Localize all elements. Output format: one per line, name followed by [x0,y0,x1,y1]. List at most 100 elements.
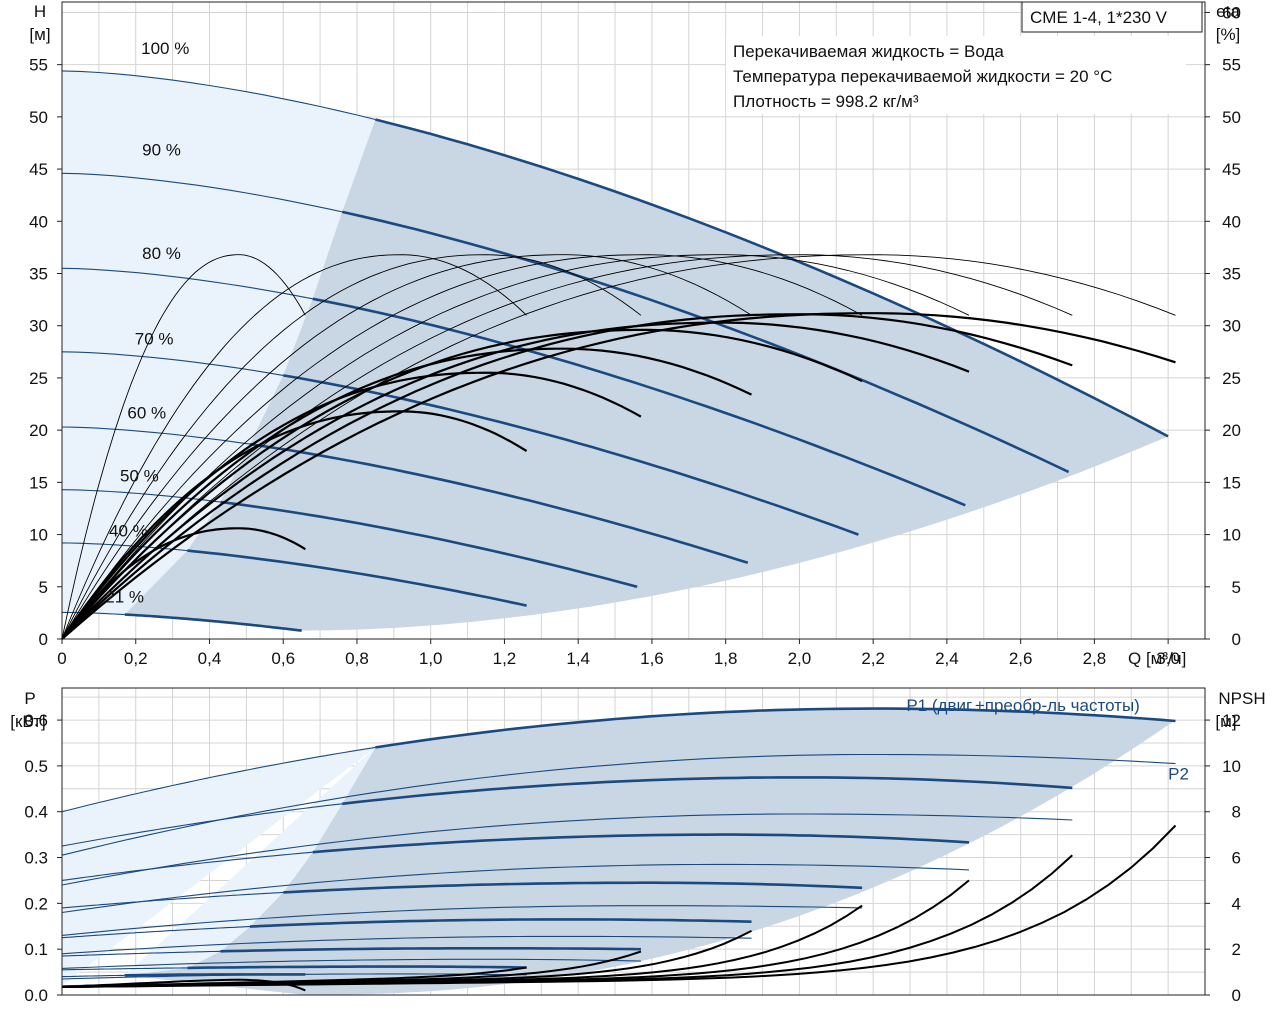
p1-curve-2 [312,833,970,854]
p-tick-label: 0.2 [24,894,48,913]
operating-range-area [124,119,1169,631]
speed-label-1: 90 % [142,141,181,160]
x-tick-label: 1,6 [640,649,664,668]
p2-curve-1 [61,813,1073,886]
npsh-axis-label: NPSH [1218,689,1265,708]
x-tick-label: 2,6 [1009,649,1033,668]
speed-label-3: 70 % [135,330,174,349]
speed-label-6: 40 % [109,522,148,541]
eta-axis-label: eta [1216,2,1240,21]
speed-curve-2 [312,297,966,507]
eta-curve-5 [61,321,970,640]
speed-curve-thin-0 [61,70,376,121]
eta-tick-label: 45 [1222,160,1241,179]
h-tick-label: 10 [29,526,48,545]
npsh-tick-label: 8 [1232,803,1241,822]
eta-curve-thin-3 [61,254,752,640]
p2-curve-4 [61,935,752,955]
x-tick-label: 1,2 [493,649,517,668]
title-text: CME 1-4, 1*230 V [1030,8,1168,27]
h-tick-label: 50 [29,108,48,127]
x-tick-label: 0 [57,649,66,668]
h-axis-unit: [м] [29,25,50,44]
eta-curve-thin-0 [61,254,306,640]
eta-curve-7 [61,312,1176,640]
p-tick-label: 0.1 [24,940,48,959]
speed-curve-0 [375,118,1169,438]
x-tick-label: 1,0 [419,649,443,668]
p-axis-label: P [24,689,35,708]
h-tick-label: 25 [29,369,48,388]
speed-curve-thin-2 [61,267,313,300]
h-tick-label: 55 [29,56,48,75]
p-tick-label: 0.3 [24,849,48,868]
eta-tick-label: 40 [1222,212,1241,231]
eta-curve-3 [61,347,752,640]
eta-tick-label: 10 [1222,526,1241,545]
eta-curve-thin-1 [61,254,527,640]
npsh-tick-label: 2 [1232,940,1241,959]
eta-curve-thin-6 [61,254,1073,640]
x-tick-label: 2,4 [935,649,959,668]
speed-label-2: 80 % [142,244,181,263]
speed-curve-thin-4 [61,426,251,445]
eta-curve-2 [61,371,642,640]
p1-curve-thin-7 [61,974,125,978]
p-tick-label: 0.5 [24,757,48,776]
h-tick-label: 45 [29,160,48,179]
eta-tick-label: 5 [1232,578,1241,597]
eta-tick-label: 0 [1232,630,1241,649]
eta-axis-unit: [%] [1216,25,1241,44]
power-light-area [62,747,376,986]
labels: 100 % 90 % 80 % 70 % 60 % 50 % 40 % 21 % P1 (дви… [105,39,1189,783]
eta-curve-6 [61,313,1073,640]
eta-tick-label: 35 [1222,265,1241,284]
p1-curve-0 [375,707,1176,749]
h-tick-label: 35 [29,265,48,284]
speed-label-7: 21 % [105,587,144,606]
eta-curve-thin-2 [61,254,642,640]
npsh-tick-label: 12 [1222,711,1241,730]
p-axis-unit: [кВт] [10,712,45,731]
x-tick-label: 1,4 [566,649,590,668]
h-tick-label: 40 [29,212,48,231]
p1-curve-3 [283,881,863,894]
npsh-tick-label: 10 [1222,757,1241,776]
eta-curve-1 [61,410,528,640]
info-line-3: Плотность = 998.2 кг/м³ [733,92,919,111]
p2-curve-5 [61,958,641,969]
eta-tick-label: 55 [1222,56,1241,75]
h-tick-label: 15 [29,473,48,492]
npsh-tick-label: 6 [1232,849,1241,868]
info-line-1: Перекачиваемая жидкость = Вода [733,42,1004,61]
p1-curve-thin-3 [61,891,284,909]
eta-tick-label: 30 [1222,317,1241,336]
p1-curve-thin-0 [61,746,376,813]
p2-curve-3 [61,905,863,936]
speed-curve-thin-3 [61,351,284,376]
x-tick-label: 3,0 [1156,649,1180,668]
p-tick-label: 0.0 [24,986,48,1005]
eta-tick-label: 25 [1222,369,1241,388]
p2-curve-6 [61,973,527,980]
x-tick-label: 2,0 [788,649,812,668]
series-label-0: P1 (двиг.+преобр-ль частоты) [906,696,1139,715]
eta-curve-thin-7 [61,254,1176,640]
top-plot-frame [61,1,1206,640]
eta-tick-label: 60 [1222,3,1241,22]
p1-curve-thin-5 [61,950,221,957]
x-tick-label: 2,2 [861,649,885,668]
speed-curve-7 [124,613,302,632]
x-tick-label: 0,8 [345,649,369,668]
p1-curve-thin-6 [62,967,188,971]
info-line-2: Температура перекачиваемой жидкости = 20… [733,67,1112,86]
p2-curve-0 [61,753,1176,856]
series-label-1: P2 [1168,765,1189,784]
info-background [726,36,1186,114]
p1-curve-5 [220,947,641,953]
x-tick-label: 0,6 [271,649,295,668]
speed-curve-1 [341,210,1070,474]
speed-curve-3 [283,374,859,536]
